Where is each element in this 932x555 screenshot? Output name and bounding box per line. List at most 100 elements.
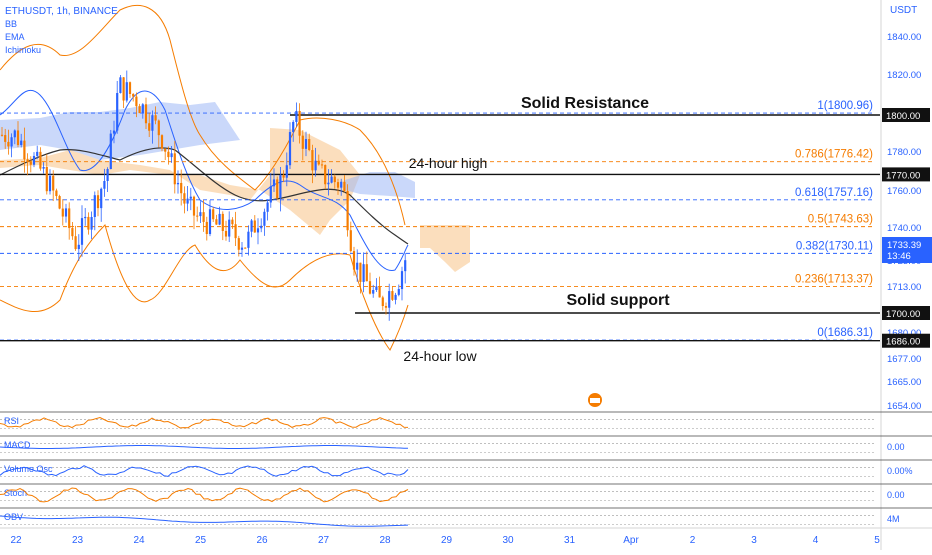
candle-body [128,82,132,94]
time-tick-6: 28 [379,535,391,546]
candle-body [122,77,125,101]
candle-body [400,271,404,290]
legend-symbol[interactable]: ETHUSDT, 1h, BINANCE [5,6,118,17]
candle-body [356,262,359,270]
exchange-logo-icon[interactable] [588,393,602,407]
candle-body [244,247,247,249]
fib-label-4: 0.382(1730.11) [796,240,873,252]
legend-indicator-bb[interactable]: BB [5,19,17,29]
candle-body [288,132,292,166]
time-tick-9: 31 [564,535,576,546]
price-tick-1: 1820.00 [887,70,921,81]
candle-body [87,216,90,230]
fibonacci-levels: 1(1800.96) 0.786(1776.42) 0.618(1757.16) 0.… [0,100,875,341]
candle-body [90,217,93,230]
time-tick-7: 29 [441,535,453,546]
price-tick-3: 1760.00 [887,186,921,197]
candle-body [58,196,61,209]
time-tick-11: 2 [690,535,696,546]
candle-body [144,104,148,124]
candle-body [32,155,36,165]
candle-body [4,135,7,142]
price-tick-0: 1840.00 [887,32,921,43]
time-tick-13: 4 [813,535,819,546]
pane-series-4 [0,515,409,527]
pane-label-0[interactable]: RSI [4,416,19,426]
ichimoku-cloud [0,102,470,272]
candle-body [141,104,144,114]
candle-body [250,220,253,232]
candle-body [388,291,391,308]
candle-body [7,141,10,147]
candle-body [298,110,301,136]
pane-value-1: 0.00 [887,442,905,452]
fib-label-0: 1(1800.96) [817,100,873,112]
ema-slow [0,147,409,245]
bb-upper [0,5,406,226]
candle-body [157,120,160,136]
price-tick-7: 1680.00 [887,328,921,339]
pane-label-1[interactable]: MACD [4,440,31,450]
candle-body [311,150,314,171]
candle-body [148,123,151,131]
candle-body [186,198,189,204]
candle-body [324,165,327,185]
candle-body [74,236,77,250]
candle-body [212,209,215,220]
candle-body [285,165,288,178]
candle-body [231,219,234,225]
candle-body [55,190,58,197]
candle-body [240,247,244,250]
candle-body [29,162,32,165]
candle-body [282,175,285,178]
pane-series-1 [0,445,409,449]
candle-body [180,182,183,194]
axis-currency: USDT [890,5,917,16]
candle-body [132,93,135,97]
current-price-bg [882,237,932,263]
price-tag-3: 1686.00 [886,337,920,348]
candle-body [247,231,250,248]
candle-body [80,218,84,245]
current-price-value: 1733.39 [887,240,921,251]
candle-body [167,151,170,158]
candle-body [224,230,228,237]
candle-body [215,219,218,225]
pane-label-2[interactable]: Volume Osc [4,464,53,474]
fib-label-6: 0(1686.31) [817,327,873,339]
candlesticks [0,70,407,321]
legend-indicator-ichimoku[interactable]: Ichimoku [5,45,41,55]
candle-body [304,139,308,149]
price-tag-bg-3 [882,333,930,348]
candle-body [272,179,276,187]
candle-body [256,228,260,233]
time-tick-2: 24 [133,535,145,546]
candle-body [100,188,103,209]
candle-body [164,148,167,152]
time-axis-ticks: 22 23 24 25 26 27 28 29 30 31 Apr 2 3 4 5 [10,535,880,546]
time-tick-14: 5 [874,535,880,546]
cloud-blue-1 [0,102,240,160]
bollinger-bands [0,5,409,351]
candle-body [375,286,378,290]
candle-body [372,289,375,294]
candle-body [135,96,138,107]
candle-body [45,166,48,192]
time-tick-3: 25 [195,535,207,546]
current-price-tag: 1733.39 13:46 [882,237,932,263]
candle-body [394,294,397,300]
candle-body [96,195,100,209]
candle-body [228,219,231,237]
candle-body [276,179,279,199]
annotation-24h-high: 24-hour high [409,155,488,171]
pane-label-3[interactable]: Stoch [4,488,27,498]
price-tag-bg-0 [882,108,930,122]
pane-series-0 [0,416,409,429]
candle-body [362,264,365,282]
candle-body [23,140,26,160]
legend-indicator-ema[interactable]: EMA [5,32,25,42]
candle-body [183,193,186,204]
candle-body [176,182,180,185]
